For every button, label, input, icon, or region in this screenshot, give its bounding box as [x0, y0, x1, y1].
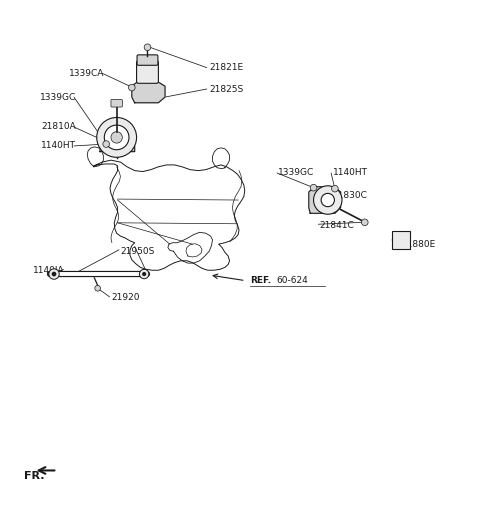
Text: 60-624: 60-624: [276, 276, 308, 285]
Text: 21810A: 21810A: [42, 123, 76, 132]
Circle shape: [310, 184, 317, 191]
FancyBboxPatch shape: [137, 61, 158, 83]
Circle shape: [95, 286, 100, 291]
Text: 21950S: 21950S: [120, 247, 155, 256]
Text: 21830C: 21830C: [333, 191, 367, 200]
Polygon shape: [309, 187, 341, 213]
Circle shape: [96, 117, 137, 157]
Circle shape: [129, 84, 135, 91]
Text: 1339GC: 1339GC: [40, 92, 76, 101]
Text: 1140HT: 1140HT: [333, 168, 368, 177]
Text: 1140HT: 1140HT: [41, 141, 76, 150]
Circle shape: [144, 44, 151, 50]
FancyBboxPatch shape: [392, 231, 410, 249]
Circle shape: [49, 269, 59, 279]
Text: 21841C: 21841C: [320, 221, 354, 230]
Polygon shape: [132, 81, 165, 103]
Text: 21821E: 21821E: [209, 63, 243, 72]
Circle shape: [321, 193, 335, 207]
Text: FR.: FR.: [24, 470, 45, 481]
Circle shape: [332, 185, 338, 192]
Text: 1339GC: 1339GC: [278, 168, 314, 177]
Circle shape: [52, 272, 56, 277]
Circle shape: [103, 141, 109, 148]
Circle shape: [111, 132, 122, 143]
Text: REF.: REF.: [251, 276, 272, 285]
Text: 21920: 21920: [111, 293, 140, 302]
Circle shape: [361, 219, 368, 226]
Circle shape: [140, 269, 149, 279]
Text: 21825S: 21825S: [209, 84, 243, 93]
Text: 21880E: 21880E: [401, 239, 435, 249]
Circle shape: [142, 272, 146, 276]
FancyBboxPatch shape: [111, 99, 122, 107]
Circle shape: [313, 186, 342, 215]
FancyBboxPatch shape: [137, 55, 158, 65]
Circle shape: [104, 125, 129, 150]
Text: 1339CA: 1339CA: [70, 69, 105, 78]
Text: 1140JA: 1140JA: [33, 266, 64, 275]
Polygon shape: [100, 142, 135, 152]
